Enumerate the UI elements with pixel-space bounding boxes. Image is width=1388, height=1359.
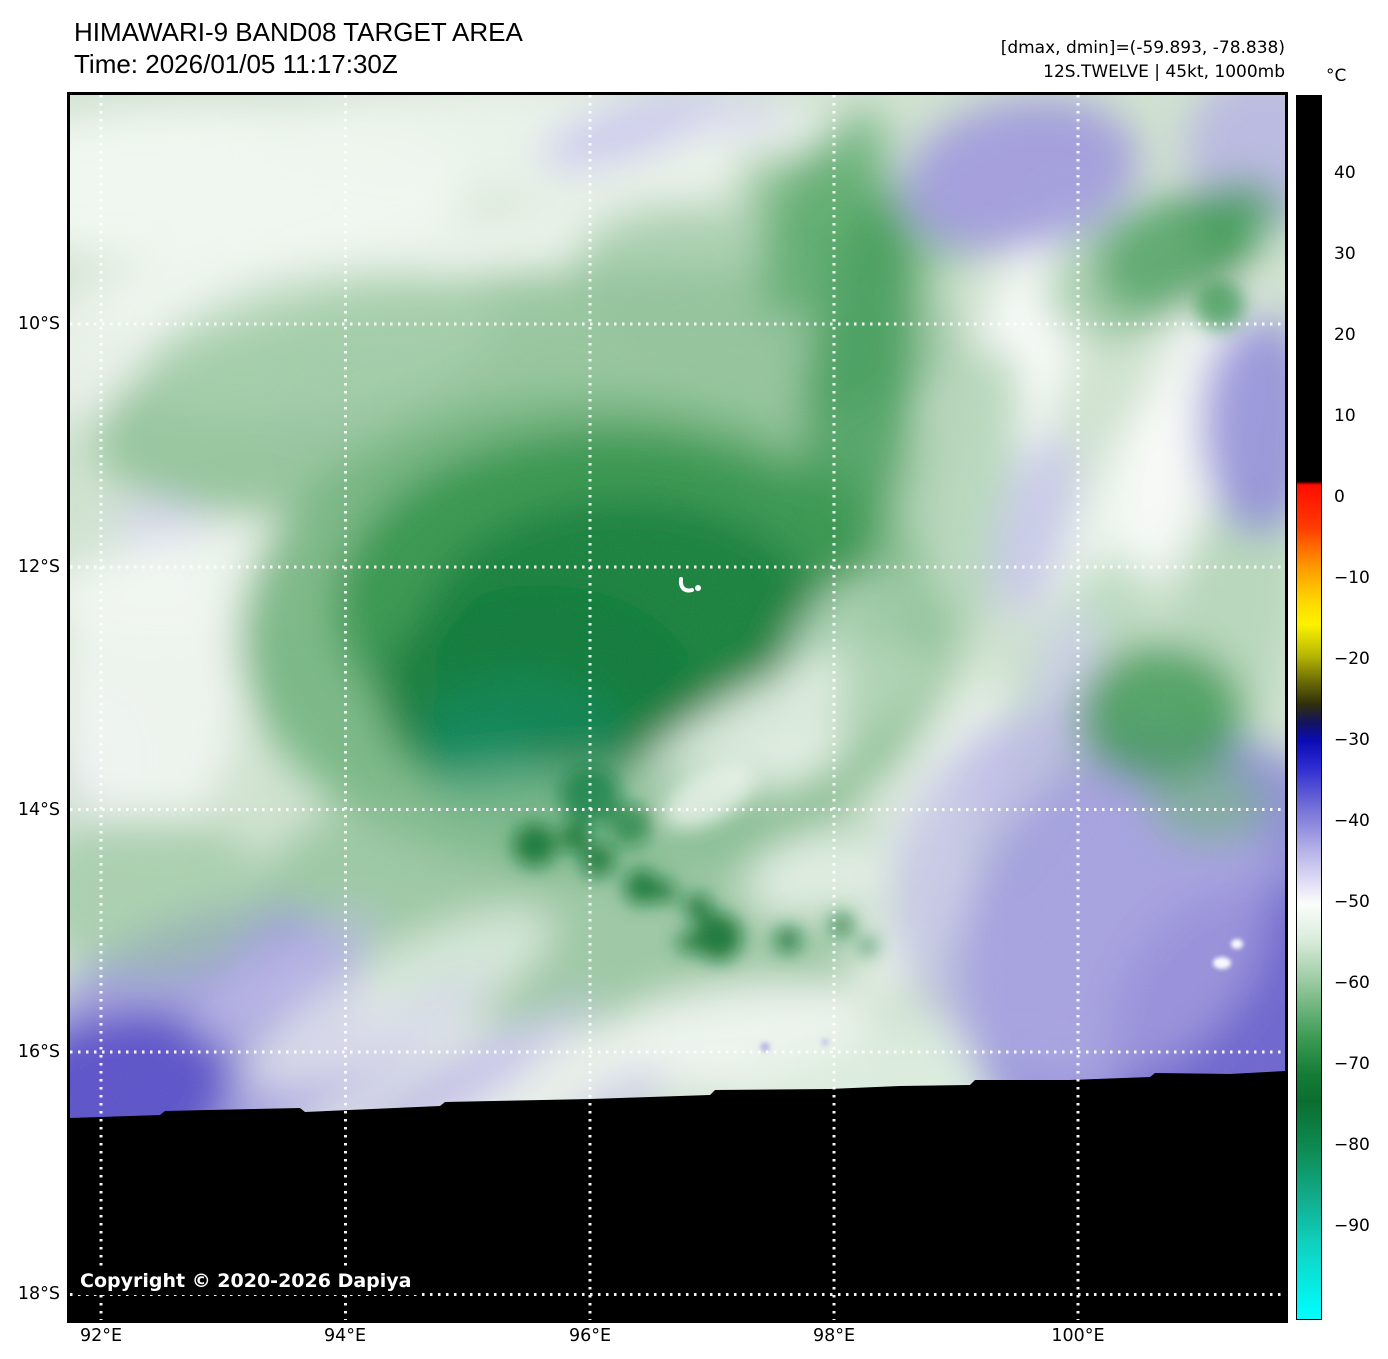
colorbar-tick-label: −70 — [1334, 1054, 1370, 1074]
colorbar-tick-label: 30 — [1334, 244, 1356, 264]
colorbar-tick-label: −90 — [1334, 1216, 1370, 1236]
lon-tick-label: 100°E — [1051, 1326, 1105, 1346]
colorbar-tick-label: −50 — [1334, 892, 1370, 912]
colorbar-tick-label: 40 — [1334, 163, 1356, 183]
lat-tick-label: 12°S — [17, 557, 60, 577]
satellite-map: Copyright © 2020-2026 Dapiya — [67, 92, 1288, 1323]
storm-info-label: 12S.TWELVE | 45kt, 1000mb — [1043, 62, 1285, 82]
colorbar-tick-label: −40 — [1334, 811, 1370, 831]
temperature-unit-label: °C — [1326, 66, 1347, 86]
no-data-region — [70, 1071, 1285, 1320]
cyclone-imagery — [70, 95, 1285, 1320]
colorbar-tick-label: −30 — [1334, 730, 1370, 750]
colorbar-tick-label: −10 — [1334, 568, 1370, 588]
colorbar-tick-label: 0 — [1334, 487, 1345, 507]
colorbar-tick-label: −60 — [1334, 973, 1370, 993]
colorbar — [1296, 95, 1322, 1320]
lon-tick-label: 96°E — [568, 1326, 612, 1346]
colorbar-tick-label: −80 — [1334, 1135, 1370, 1155]
colorbar-tick-label: −20 — [1334, 649, 1370, 669]
copyright-label: Copyright © 2020-2026 Dapiya — [76, 1268, 420, 1295]
time-label: Time: 2026/01/05 11:17:30Z — [74, 49, 398, 79]
dmax-dmin-label: [dmax, dmin]=(-59.893, -78.838) — [1000, 38, 1285, 58]
page-title: HIMAWARI-9 BAND08 TARGET AREA — [74, 17, 523, 47]
lat-tick-label: 14°S — [17, 800, 60, 820]
colorbar-tick-label: 10 — [1334, 406, 1356, 426]
lon-tick-label: 98°E — [812, 1326, 856, 1346]
lon-tick-label: 94°E — [323, 1326, 367, 1346]
storm-center-marker — [678, 577, 701, 593]
lat-tick-label: 18°S — [17, 1284, 60, 1304]
lat-tick-label: 16°S — [17, 1042, 60, 1062]
colorbar-tick-label: 20 — [1334, 325, 1356, 345]
lon-tick-label: 92°E — [79, 1326, 123, 1346]
lat-tick-label: 10°S — [17, 314, 60, 334]
